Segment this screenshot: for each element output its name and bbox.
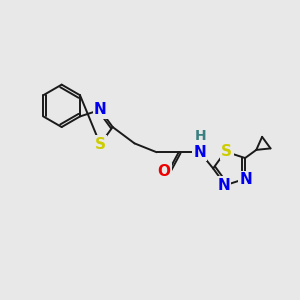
Text: N: N — [239, 172, 252, 187]
Text: S: S — [95, 137, 106, 152]
Text: N: N — [94, 102, 106, 117]
Text: N: N — [218, 178, 230, 193]
Text: S: S — [221, 143, 232, 158]
Text: O: O — [158, 164, 170, 179]
Text: N: N — [194, 145, 206, 160]
Text: H: H — [195, 129, 206, 143]
